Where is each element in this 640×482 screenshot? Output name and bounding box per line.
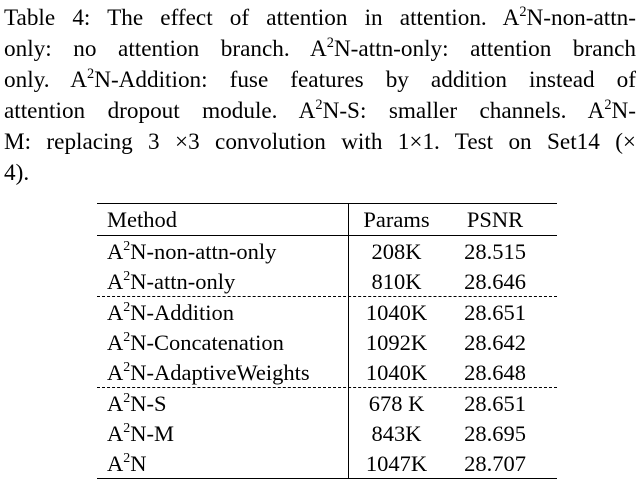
header-rule xyxy=(97,235,557,236)
caption-line: M: replacing 3 ×3 convolution with 1×1. … xyxy=(4,129,636,155)
cell-method: A2N-M xyxy=(107,420,174,446)
cell-params: 1040K xyxy=(365,300,428,325)
header-method: Method xyxy=(107,207,177,232)
cell-method: A2N-Concatenation xyxy=(107,329,284,355)
cell-psnr: 28.695 xyxy=(464,421,526,446)
cell-psnr: 28.651 xyxy=(464,300,526,325)
table-row: A2N 1047K 28.707 xyxy=(97,448,557,479)
cell-method: A2N-Addition xyxy=(107,299,234,325)
cell-psnr: 28.651 xyxy=(464,391,526,416)
caption-line: attention dropout module. A2N-S: smaller… xyxy=(4,96,636,124)
cell-params: 1047K xyxy=(365,451,428,476)
table-row: A2N-AdaptiveWeights 1040K 28.648 xyxy=(97,357,557,388)
cell-psnr: 28.707 xyxy=(464,451,526,476)
cell-method: A2N-non-attn-only xyxy=(107,238,277,264)
column-divider xyxy=(348,203,349,478)
header-params: Params xyxy=(363,207,430,232)
cell-method: A2N-attn-only xyxy=(107,268,236,294)
cell-psnr: 28.646 xyxy=(464,269,526,294)
table-row: A2N-S 678 K 28.651 xyxy=(97,388,557,419)
cell-params: 678 K xyxy=(368,391,425,416)
table-row: A2N-attn-only 810K 28.646 xyxy=(97,266,557,297)
cell-psnr: 28.642 xyxy=(464,330,526,355)
cell-params: 810K xyxy=(371,269,422,294)
cell-psnr: 28.648 xyxy=(464,360,526,385)
caption-line: Table 4: The effect of attention in atte… xyxy=(4,3,636,31)
header-psnr: PSNR xyxy=(466,207,524,232)
table-caption: Table 4: The effect of attention in atte… xyxy=(4,3,636,189)
cell-params: 208K xyxy=(371,239,422,264)
table-row: A2N-Concatenation 1092K 28.642 xyxy=(97,327,557,358)
table-header-row: Method Params PSNR xyxy=(97,204,557,235)
cell-params: 843K xyxy=(371,421,422,446)
cell-params: 1040K xyxy=(365,360,428,385)
table-row: A2N-non-attn-only 208K 28.515 xyxy=(97,236,557,267)
group-separator xyxy=(97,296,557,297)
cell-method: A2N xyxy=(107,450,147,476)
cell-psnr: 28.515 xyxy=(464,239,526,264)
bottom-rule xyxy=(97,478,557,479)
table-row: A2N-Addition 1040K 28.651 xyxy=(97,297,557,328)
group-separator xyxy=(97,387,557,388)
caption-line: 4). xyxy=(4,160,30,186)
cell-method: A2N-AdaptiveWeights xyxy=(107,359,310,385)
caption-line: only: no attention branch. A2N-attn-only… xyxy=(4,34,636,62)
cell-params: 1092K xyxy=(365,330,428,355)
table-row: A2N-M 843K 28.695 xyxy=(97,418,557,449)
caption-line: only. A2N-Addition: fuse features by add… xyxy=(4,65,636,93)
cell-method: A2N-S xyxy=(107,390,167,416)
top-rule xyxy=(97,203,557,204)
